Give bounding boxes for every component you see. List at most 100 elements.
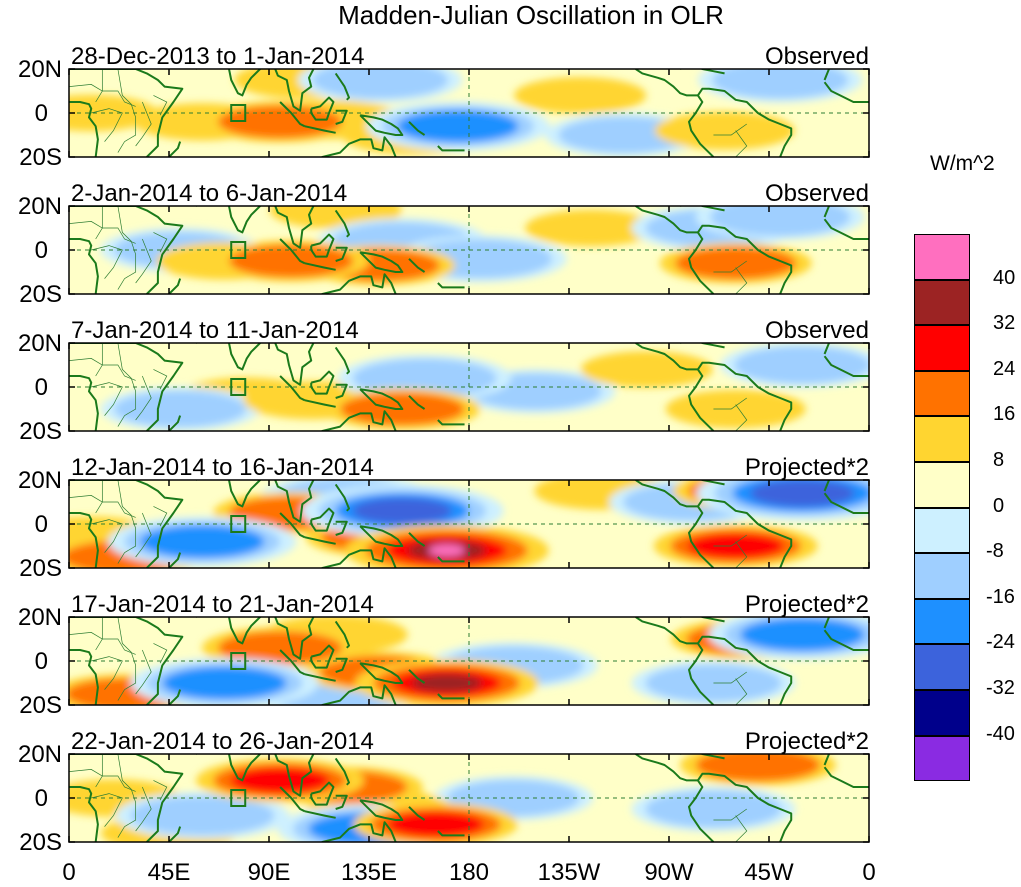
colorbar-level-label: -40 [986,722,1015,745]
country-border [153,506,168,527]
colorbar-swatch [914,553,970,599]
coastline [823,617,831,629]
coastline [823,218,869,240]
index-box [230,104,247,122]
coastline [680,754,725,760]
country-border [91,108,123,142]
coastline [304,262,336,271]
coastline [310,370,335,395]
country-border [153,780,168,801]
coastline [168,552,182,568]
index-box [230,652,247,670]
olr-anomaly-contour [352,497,452,524]
y-tick-label: 20S [19,281,62,308]
coastline [823,81,869,103]
country-border [713,260,747,273]
colorbar-units: W/m^2 [930,152,995,175]
colorbar-level-label: 0 [993,494,1005,517]
panel-type-label: Projected*2 [745,728,869,755]
coastline [279,786,305,813]
coastline [321,410,397,431]
y-tick-label: 0 [35,374,48,401]
coastline [168,415,182,431]
coastline [359,251,404,273]
panel-type-label: Observed [765,43,869,70]
panel-date-range: 17-Jan-2014 to 21-Jan-2014 [71,591,374,618]
coastline [437,693,465,700]
country-border [117,480,137,564]
country-border [91,382,123,416]
country-border [69,495,136,518]
colorbar-swatch [914,462,970,508]
y-tick-label: 0 [35,785,48,812]
coastline [359,525,404,547]
coastline [334,346,350,375]
x-tick-label: 45W [744,859,794,886]
coastline [359,662,404,684]
coastline [335,794,348,810]
coastline [304,125,336,134]
olr-anomaly-contour [525,209,658,247]
index-box [230,789,247,807]
country-border [135,512,152,558]
y-tick-label: 20N [18,604,62,631]
coastline [680,206,725,212]
coastline [680,480,725,486]
coastline [69,754,184,842]
x-tick-label: 135E [341,859,397,886]
coastline [195,69,315,112]
colorbar-level-label: -8 [986,540,1004,563]
panel-type-label: Observed [765,180,869,207]
coastline [359,388,404,410]
colorbar-level-label: -16 [986,585,1015,608]
coastline [697,498,793,568]
country-border [91,793,123,827]
country-border [735,541,748,568]
coastline [69,480,184,568]
coastline [697,772,793,842]
colorbar-swatch [914,690,970,736]
coastline [823,343,831,355]
coastline [823,355,869,377]
coastline [195,343,315,386]
olr-anomaly-contour [162,666,287,700]
coastline [437,556,465,563]
index-box [230,515,247,533]
olr-anomaly-contour [710,206,851,237]
country-border [713,671,747,684]
colorbar-swatch [914,325,970,371]
country-border [135,649,152,695]
y-tick-label: 20N [18,193,62,220]
coastline [69,649,99,705]
coastline [69,343,184,431]
country-border [135,101,152,147]
coastline [408,669,426,684]
coastline [408,121,426,136]
olr-anomaly-contour [734,346,869,384]
olr-anomaly-contour [665,389,806,429]
olr-anomaly-contour [654,111,795,150]
country-border [117,69,137,153]
y-tick-label: 0 [35,511,48,538]
country-border [735,678,748,705]
coastline [823,69,831,81]
y-tick-label: 20S [19,829,62,856]
colorbar-level-label: -32 [986,677,1015,699]
coastline [304,536,336,545]
country-border [735,267,748,294]
coastline [168,141,182,157]
coastline [310,233,335,258]
country-border [117,617,137,701]
coastline [408,258,426,273]
country-border [95,343,103,377]
country-border [713,123,747,136]
olr-anomaly-contour [740,618,865,652]
panel-4: 20N 0 20S 12-Jan-2014 to 16-Jan-2014 Project… [18,454,870,582]
country-border [135,786,152,832]
coastline [680,617,725,623]
panel-date-range: 12-Jan-2014 to 16-Jan-2014 [71,454,374,481]
coastline [69,206,184,294]
olr-anomaly-contour [114,390,247,428]
coastline [823,766,869,788]
y-tick-label: 20S [19,555,62,582]
